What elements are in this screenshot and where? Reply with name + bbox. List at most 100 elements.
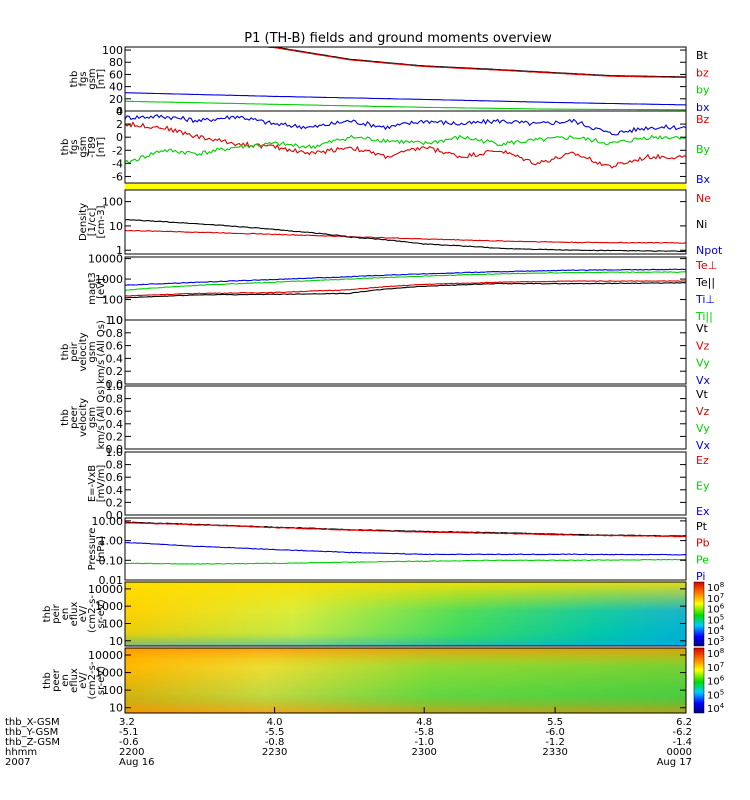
y-tick-label: 0.4 [106, 484, 124, 497]
legend-entry: Bt [696, 49, 709, 62]
yellow-strip [125, 183, 686, 190]
y-tick-label: 0.4 [106, 352, 124, 365]
y-axis-label: [1/cc] [87, 208, 98, 237]
colorbar-tick-label: 104 [707, 702, 725, 715]
legend-entry: Pt [696, 520, 708, 533]
legend-entry: Vz [696, 339, 710, 352]
y-tick-label: 0.2 [106, 496, 124, 509]
y-axis-label: magt3 [87, 272, 98, 305]
panel-frame [124, 319, 687, 385]
colorbar-tick-label: 106 [707, 675, 725, 688]
panel-peer-velocity: 1.00.80.60.40.20.0thbpeervelocitygsmkm/s… [60, 380, 711, 456]
series-Ti⊥ [124, 268, 687, 287]
colorbar-tick-label: 103 [707, 635, 724, 648]
y-tick-label: 0.4 [106, 418, 124, 431]
legend-entry: Vy [696, 357, 710, 370]
colorbar [693, 581, 705, 647]
legend-entry: Vx [696, 439, 711, 452]
y-tick-label: 2 [116, 118, 123, 131]
x-row-value: -0.8 [265, 737, 285, 748]
y-axis-label: [cm-3] [96, 205, 107, 238]
panels-layer: 100806040200thbfgsgsm[nT]Btbzbybx420-2-4… [42, 44, 725, 715]
y-axis-label: [mV/m] [96, 465, 107, 503]
y-tick-label: 0.2 [106, 430, 124, 443]
y-tick-label: 1000 [95, 273, 123, 286]
colorbar-tick-label: 107 [707, 661, 724, 674]
legend-entry: bz [696, 66, 709, 79]
legend-entry: Vt [696, 322, 709, 335]
x-row-label: thb_X-GSM [5, 717, 60, 728]
y-tick-label: 1 [116, 244, 123, 257]
legend-entry: Ez [696, 454, 709, 467]
colorbar-tick-label: 104 [707, 624, 725, 637]
y-axis-label: gsm [87, 407, 98, 428]
legend-entry: Vz [696, 405, 710, 418]
series-Ni [124, 218, 687, 253]
y-axis-label: Density [78, 203, 89, 241]
y-tick-label: 1000 [95, 600, 123, 613]
panel-frame [124, 110, 687, 184]
y-tick-label: 1000 [95, 667, 123, 680]
y-axis-label: [eV] [96, 278, 107, 299]
series-by [125, 100, 686, 111]
x-axis-layer: thb_X-GSM 3.2 4.0 4.8 5.5 6.2 thb_Y-GSM -5.1 -5.… [5, 707, 692, 768]
y-tick-label: 0.0 [106, 443, 124, 456]
legend-entry: Vy [696, 422, 710, 435]
y-axis-label: (cm2-s- [87, 661, 98, 699]
legend-entry: bx [696, 101, 710, 114]
legend-entry: Bx [696, 173, 711, 186]
x-row-value: -5.1 [119, 727, 139, 738]
x-row-label: thb_Z-GSM [5, 737, 60, 748]
y-axis-label: peer [51, 668, 62, 692]
y-tick-label: 0.8 [106, 393, 124, 406]
x-row-value: -1.0 [414, 737, 434, 748]
panel-frame [124, 189, 687, 255]
colorbar [693, 647, 705, 714]
panel-frame [124, 581, 687, 647]
x-row-value: 0000 [667, 747, 692, 758]
y-tick-label: 10 [109, 314, 123, 327]
y-axis-label: fgs [69, 139, 80, 154]
panel-peir-velocity: 1.00.80.60.40.20.0thbpeirvelocitygsmkm/s… [60, 314, 711, 391]
series-Bz [124, 121, 687, 169]
y-tick-label: 100 [102, 294, 123, 307]
heatmap-overlay [125, 648, 686, 713]
y-axis-label: thb [60, 409, 71, 426]
chart-title: P1 (TH-B) fields and ground moments over… [244, 31, 552, 46]
y-tick-label: 100 [102, 684, 123, 697]
series-Bx [124, 114, 687, 136]
legend-entry: Te⊥ [695, 259, 717, 272]
series-Te⊥ [124, 280, 687, 297]
x-row-value: 2200 [119, 747, 144, 758]
y-tick-label: 100 [102, 196, 123, 209]
y-axis-label: thb [42, 672, 53, 689]
x-row-value: -6.2 [672, 727, 692, 738]
series-Pi [124, 541, 687, 556]
y-axis-label: E=-VxB [87, 465, 98, 502]
panel-frame [124, 385, 687, 450]
x-row-value: -0.6 [119, 737, 139, 748]
y-tick-label: 40 [109, 81, 123, 94]
colorbar-tick-label: 108 [707, 647, 724, 660]
series-Pt [124, 521, 687, 537]
legend-entry: Pi [696, 570, 705, 583]
x-row-value: -5.8 [414, 727, 434, 738]
y-tick-label: 100 [102, 44, 123, 57]
legend-entry: Ey [696, 480, 710, 493]
y-tick-label: 1.0 [106, 314, 124, 327]
colorbar-tick-label: 105 [707, 688, 724, 701]
x-row-value: 2230 [262, 747, 287, 758]
legend-entry: Bz [696, 113, 710, 126]
y-axis-label: thb [60, 139, 71, 156]
x-row-value: Aug 17 [657, 757, 692, 768]
y-tick-label: 10000 [88, 649, 123, 662]
y-tick-label: 10 [109, 635, 123, 648]
series-Te|| [124, 282, 687, 299]
y-axis-label: [nT] [96, 69, 107, 89]
y-axis-label: -T89 [87, 136, 98, 158]
